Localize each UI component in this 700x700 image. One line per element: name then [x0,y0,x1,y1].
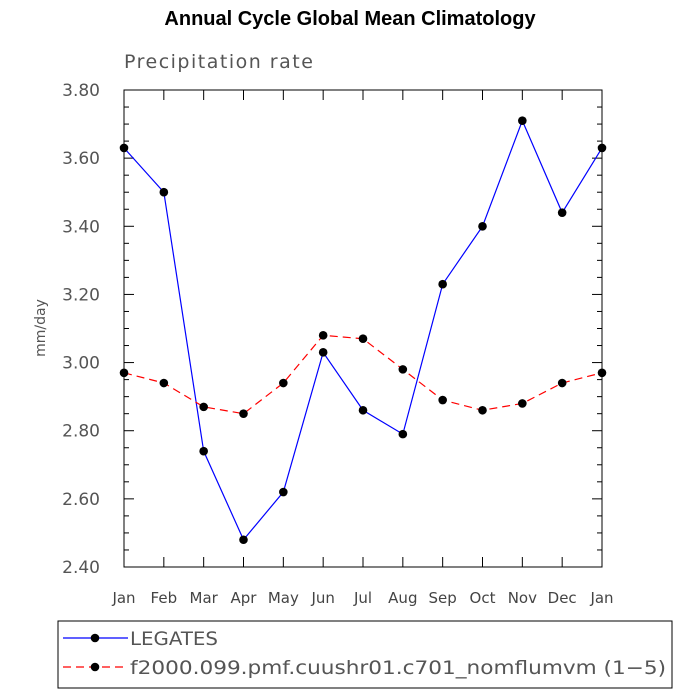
y-tick-label: 3.40 [62,217,100,237]
y-tick-label: 3.20 [62,285,100,305]
data-point-0 [159,187,169,197]
data-point-0 [279,487,288,497]
data-point-1 [119,368,129,378]
x-tick-label: Aug [388,589,417,607]
data-point-0 [119,143,129,153]
x-tick-label: May [268,589,299,607]
series-line-1 [123,334,603,415]
y-axis-label: mm/day [33,299,49,357]
data-point-0 [478,221,487,231]
y-tick-label: 2.40 [62,558,100,578]
data-point-1 [597,368,607,378]
y-tick-label: 2.60 [62,490,100,510]
data-point-1 [358,334,368,344]
x-tick-label: Jun [310,589,334,607]
x-tick-label: Apr [231,589,258,607]
data-point-0 [438,279,447,289]
chart-title: Annual Cycle Global Mean Climatology [164,8,536,30]
data-point-1 [318,331,328,340]
data-point-1 [518,399,527,408]
y-tick-label: 2.80 [62,422,100,442]
legend-marker-1 [90,662,100,672]
legend-label-1: f2000.099.pmf.cuushr01.c701_nomflumvm (1… [130,657,666,679]
data-point-0 [597,143,607,153]
legend-label-0: LEGATES [130,628,218,650]
data-point-1 [239,409,248,418]
data-point-0 [239,535,248,545]
data-point-0 [398,429,408,439]
x-tick-label: Jan [111,589,135,607]
x-tick-label: Sep [429,589,457,607]
data-point-0 [358,405,368,415]
legend-box [57,620,673,689]
y-tick-label: 3.60 [62,149,100,169]
x-tick-label: Jul [353,589,372,607]
x-tick-label: Dec [548,589,577,607]
y-tick-label: 3.80 [62,81,100,101]
x-tick-label: Mar [190,589,219,607]
y-tick-label: 3.00 [62,354,100,374]
x-tick-label: Feb [151,589,178,607]
series-group [119,116,607,545]
x-tick-label: Jan [589,589,613,607]
data-point-1 [398,365,408,374]
series-line-0 [123,119,603,541]
x-tick-label: Oct [470,589,496,607]
data-point-1 [438,395,447,405]
data-point-0 [318,348,328,357]
data-point-1 [199,402,208,412]
plot-frame [123,89,603,568]
chart-subtitle: Precipitation rate [124,51,314,73]
legend-marker-0 [90,633,100,643]
legend: LEGATES f2000.099.pmf.cuushr01.c701_nomfl… [57,620,673,689]
data-point-1 [478,405,487,415]
data-point-0 [518,116,527,125]
data-point-1 [557,378,567,388]
axis-ticks: 2.40 2.60 2.80 3.00 3.20 3.40 3.60 3.80 Jan Feb Ma… [62,81,613,607]
data-point-0 [557,208,567,217]
data-point-1 [279,378,288,388]
data-point-0 [199,446,208,456]
data-point-1 [159,378,169,388]
x-tick-label: Nov [508,589,537,607]
